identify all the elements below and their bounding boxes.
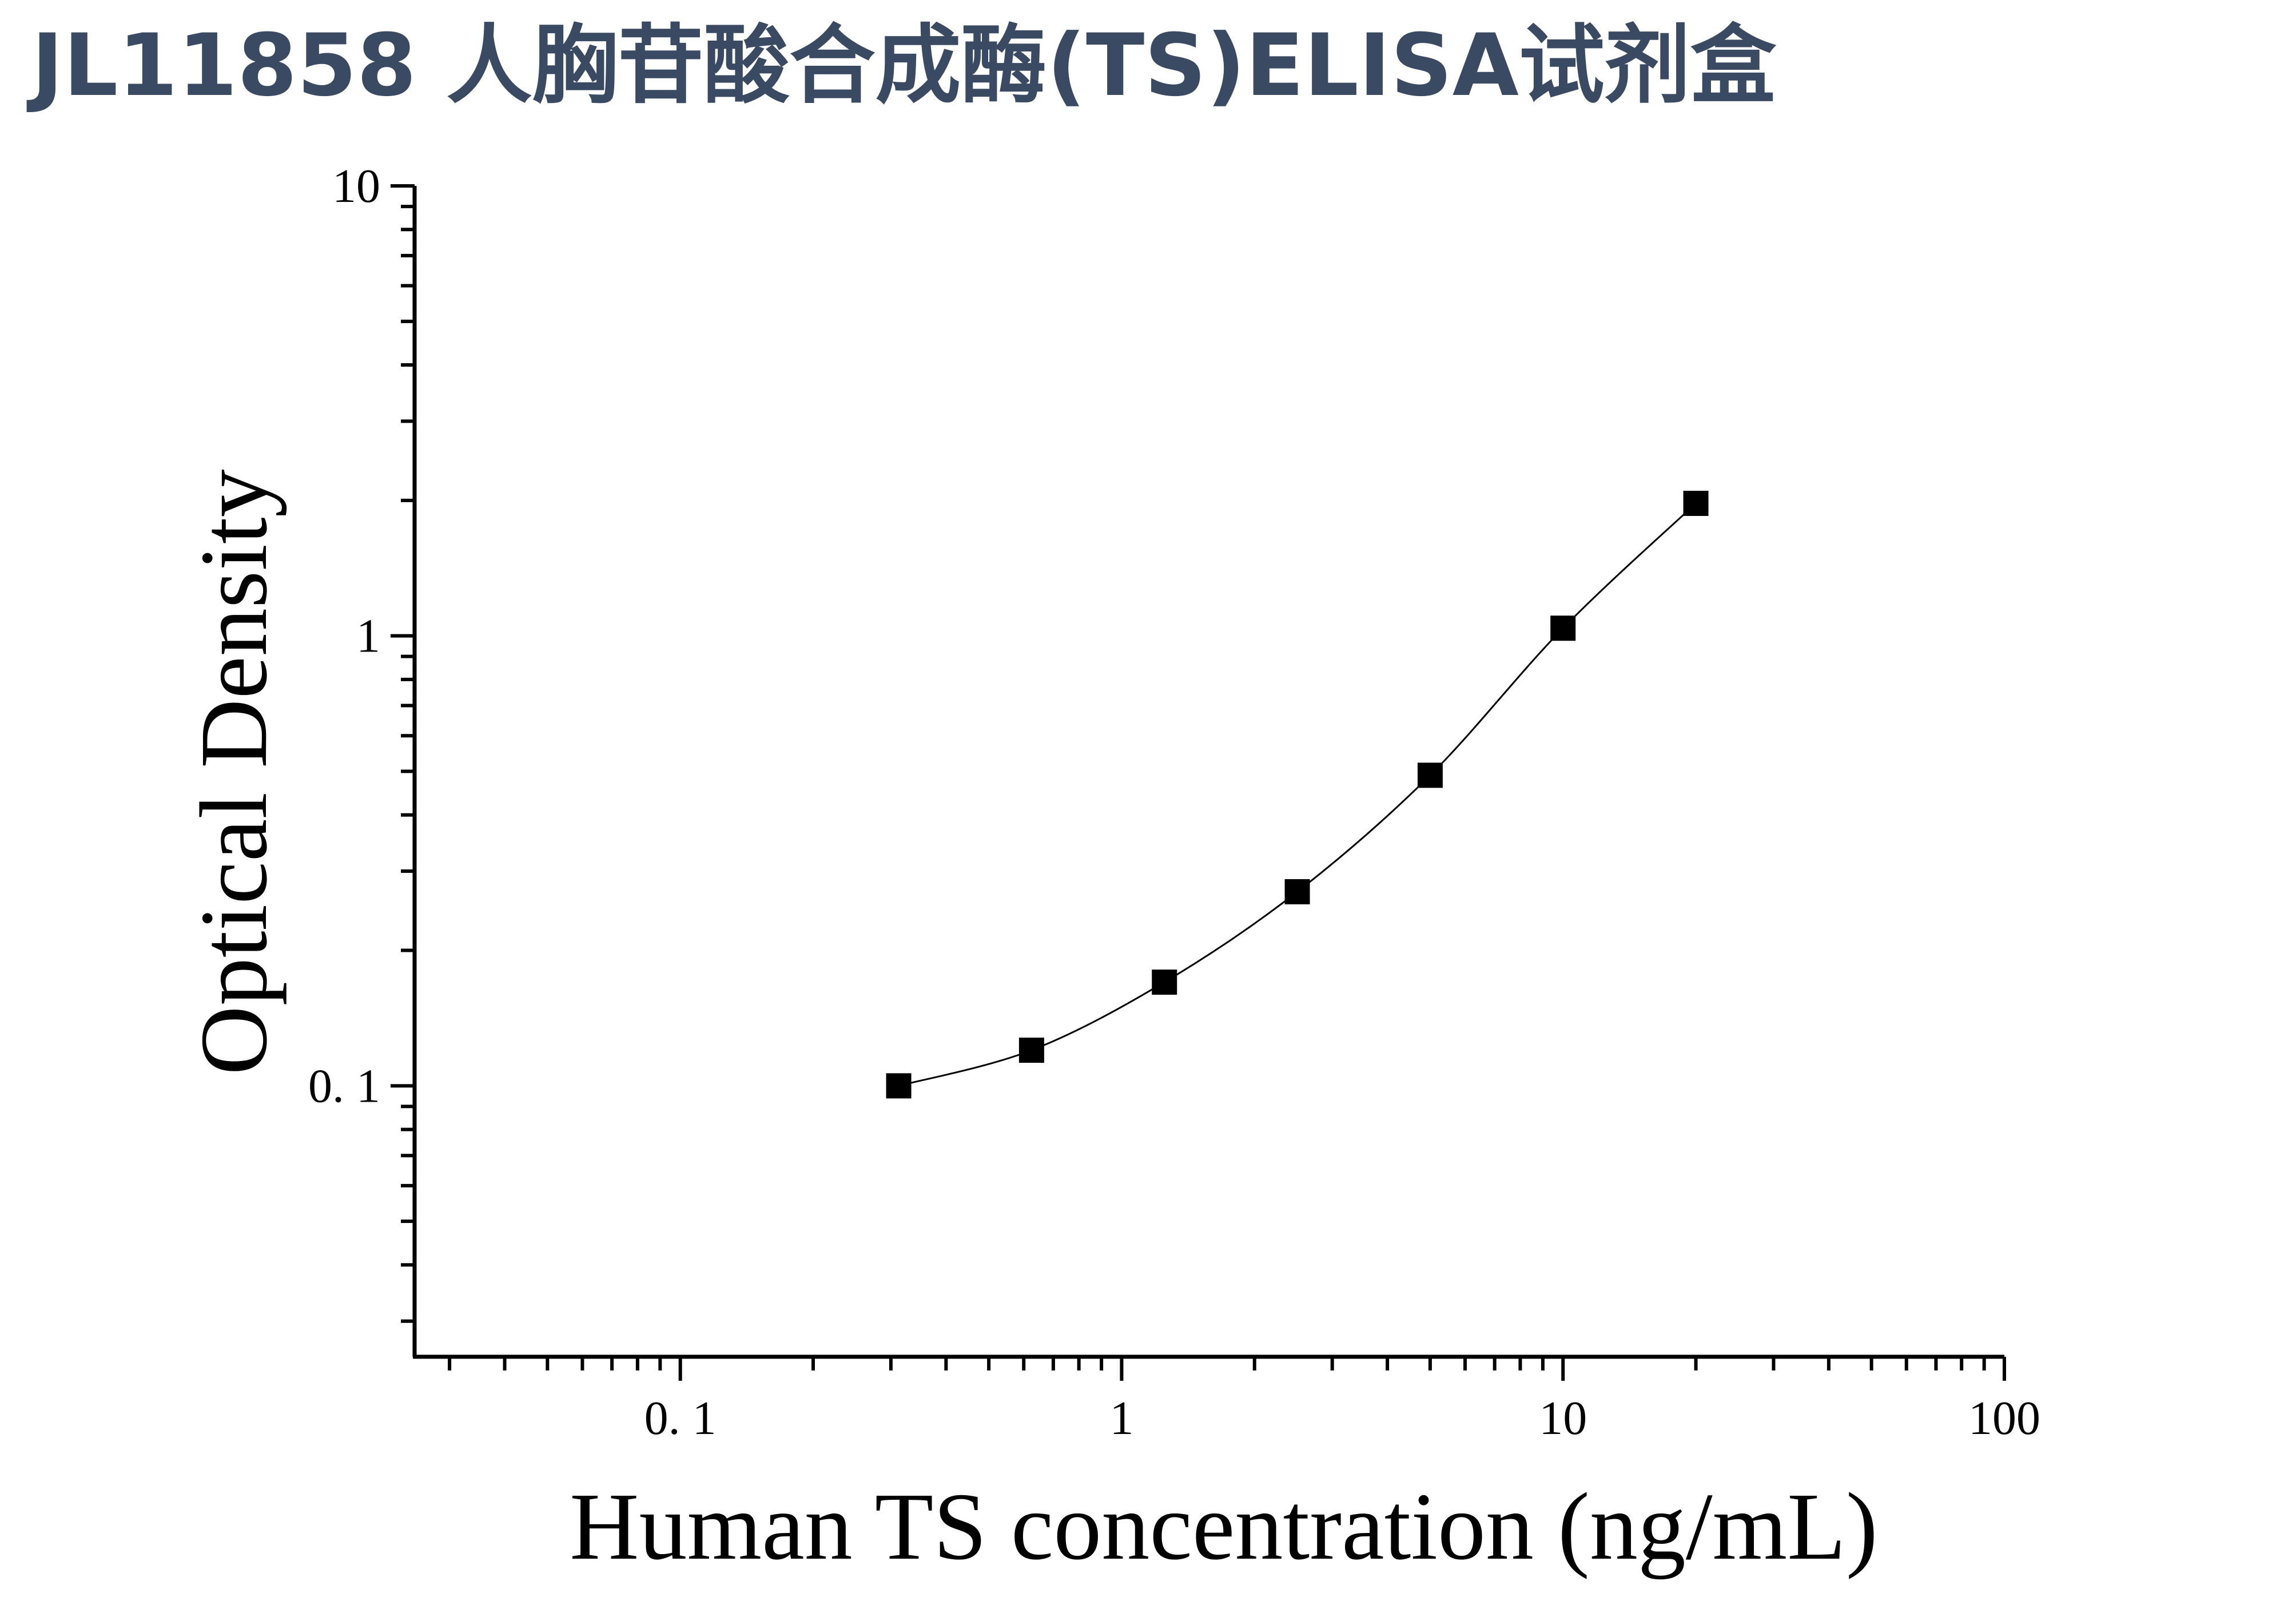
x-tick-label: 10 [1539, 1392, 1587, 1445]
x-axis: 0. 1 1 10 100 [413, 1354, 2040, 1445]
y-axis: 0. 1 1 10 [308, 160, 417, 1357]
y-tick-label: 1 [356, 610, 380, 663]
data-point [1018, 1038, 1044, 1063]
data-point [1683, 491, 1709, 517]
y-tick-label: 0. 1 [308, 1059, 380, 1113]
data-point [1417, 762, 1443, 788]
x-tick-label: 1 [1109, 1392, 1133, 1445]
data-points [886, 491, 1709, 1099]
fit-curve [898, 502, 1697, 1087]
y-axis-label: Optical Density [181, 469, 287, 1075]
data-point [1550, 615, 1576, 641]
x-axis-label: Human TS concentration (ng/mL) [570, 1473, 1878, 1580]
x-ticks: 0. 1 1 10 100 [448, 1357, 2040, 1445]
data-point [1152, 970, 1177, 995]
data-point [1284, 879, 1310, 905]
x-tick-label: 100 [1968, 1392, 2040, 1445]
data-point [886, 1073, 912, 1099]
y-tick-label: 10 [332, 160, 380, 213]
y-ticks: 0. 1 1 10 [308, 160, 415, 1323]
page-title: JL11858 人胸苷酸合成酶(TS)ELISA试剂盒 [31, 16, 1776, 116]
x-tick-label: 0. 1 [644, 1392, 717, 1445]
